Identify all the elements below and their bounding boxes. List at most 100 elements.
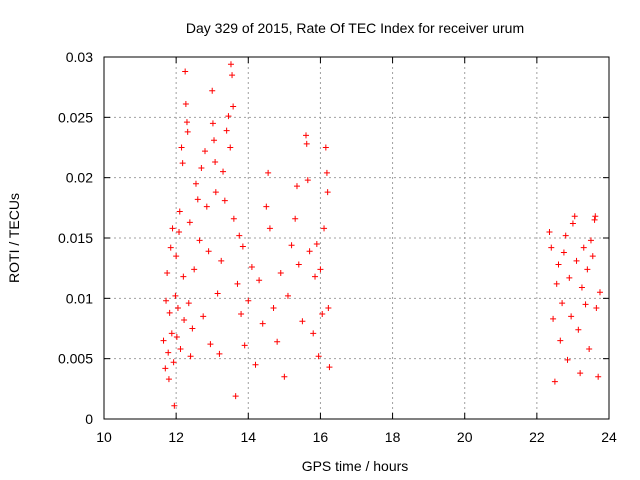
- data-point: [227, 61, 234, 68]
- data-point: [315, 353, 322, 360]
- data-point: [548, 244, 555, 251]
- data-point: [566, 274, 573, 281]
- data-point: [163, 297, 170, 304]
- data-point: [200, 313, 207, 320]
- data-point: [169, 225, 176, 232]
- data-point: [589, 253, 596, 260]
- data-point: [299, 318, 306, 325]
- data-point: [166, 309, 173, 316]
- data-point: [209, 120, 216, 127]
- data-point: [578, 284, 585, 291]
- data-point: [232, 393, 239, 400]
- data-point: [582, 301, 589, 308]
- y-tick-label: 0.03: [66, 49, 93, 65]
- data-point: [176, 228, 183, 235]
- data-point: [303, 132, 309, 139]
- data-point: [178, 144, 185, 151]
- grid-layer: [104, 57, 609, 419]
- data-point: [164, 269, 171, 276]
- x-tick-label: 22: [529, 429, 545, 445]
- x-tick-label: 10: [96, 429, 112, 445]
- data-point: [591, 216, 598, 223]
- data-point: [256, 277, 263, 284]
- y-tick-label: 0.005: [58, 351, 93, 367]
- data-point: [288, 242, 295, 249]
- data-point: [575, 326, 582, 333]
- data-point: [173, 333, 180, 340]
- data-point: [593, 304, 600, 311]
- data-point: [325, 304, 332, 311]
- data-point: [220, 168, 227, 175]
- data-point: [573, 257, 580, 264]
- data-point: [229, 72, 236, 79]
- data-point: [167, 244, 174, 251]
- data-point: [596, 289, 603, 296]
- data-point: [209, 87, 216, 94]
- data-point: [241, 342, 248, 349]
- data-point: [245, 297, 252, 304]
- data-point: [306, 248, 313, 255]
- y-tick-label: 0.02: [66, 170, 93, 186]
- y-tick-label: 0: [85, 411, 93, 427]
- data-point: [170, 359, 177, 366]
- data-point: [172, 292, 179, 299]
- data-point: [580, 244, 587, 251]
- data-point: [165, 349, 172, 356]
- data-point: [203, 203, 210, 210]
- data-point: [218, 257, 225, 264]
- data-point: [560, 249, 567, 256]
- data-point: [174, 304, 181, 311]
- data-point: [595, 373, 602, 380]
- data-point: [564, 356, 571, 363]
- data-point: [322, 144, 329, 151]
- x-tick-label: 24: [601, 429, 617, 445]
- data-point: [207, 341, 214, 348]
- data-point: [293, 183, 300, 190]
- data-point: [238, 311, 245, 318]
- data-point: [270, 304, 277, 311]
- data-point: [546, 228, 553, 235]
- data-point: [227, 144, 234, 151]
- data-point: [584, 266, 591, 273]
- x-tick-label: 20: [457, 429, 473, 445]
- data-point: [230, 215, 237, 222]
- data-point: [205, 248, 212, 255]
- data-point: [234, 280, 241, 287]
- data-point: [304, 177, 311, 184]
- data-point: [259, 320, 266, 327]
- x-tick-label: 16: [313, 429, 329, 445]
- y-tick-label: 0.015: [58, 230, 93, 246]
- data-point: [212, 158, 219, 165]
- data-point: [165, 376, 172, 383]
- data-point: [571, 213, 578, 220]
- data-point: [191, 266, 198, 273]
- data-point: [555, 261, 562, 268]
- data-point: [180, 273, 187, 280]
- data-point: [281, 373, 288, 380]
- chart-title: Day 329 of 2015, Rate Of TEC Index for r…: [186, 20, 524, 36]
- data-point: [248, 263, 255, 270]
- data-point: [211, 137, 218, 144]
- data-point: [230, 103, 237, 110]
- data-point: [216, 350, 223, 357]
- data-point: [186, 219, 193, 226]
- data-point: [562, 232, 569, 239]
- data-point: [202, 148, 208, 155]
- data-point: [317, 266, 324, 273]
- data-point: [568, 313, 575, 320]
- data-point: [192, 180, 199, 187]
- data-point: [214, 290, 221, 297]
- x-tick-label: 14: [240, 429, 256, 445]
- data-point: [181, 317, 188, 324]
- data-point: [265, 169, 272, 176]
- data-point: [550, 315, 557, 322]
- data-point: [295, 261, 302, 268]
- data-point: [189, 325, 196, 332]
- data-point: [284, 292, 291, 299]
- data-point: [266, 225, 273, 232]
- data-point: [221, 197, 228, 204]
- data-point: [569, 220, 576, 227]
- data-point: [162, 365, 169, 372]
- data-point: [212, 189, 219, 196]
- data-point: [182, 68, 189, 75]
